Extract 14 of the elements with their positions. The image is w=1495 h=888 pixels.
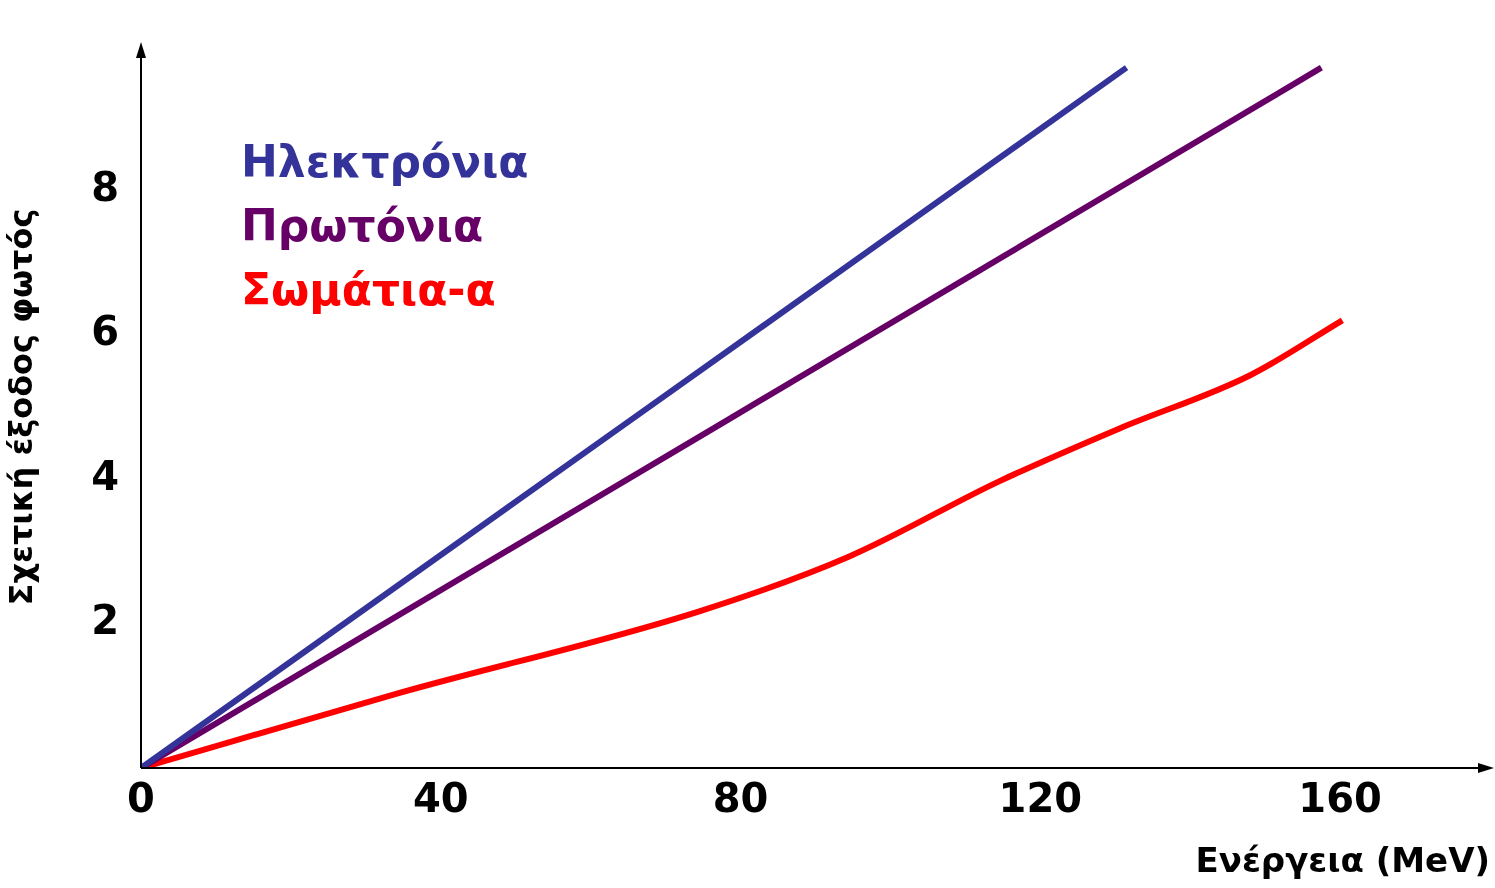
- y-tick-label: 4: [91, 452, 119, 499]
- y-tick-label: 6: [91, 308, 119, 355]
- y-axis-title: Σχετική έξοδος φωτός: [1, 208, 40, 606]
- x-tick-label: 40: [412, 775, 469, 822]
- text: Ηλεκτρόνια: [241, 136, 529, 188]
- x-tick-label: 120: [998, 775, 1083, 822]
- y-tick-label: 8: [91, 163, 119, 210]
- text: Πρωτόνια: [241, 200, 484, 252]
- x-tick-label: 80: [712, 775, 769, 822]
- x-axis-title: Ενέργεια (MeV): [1195, 840, 1490, 881]
- y-tick-label: 2: [91, 596, 119, 643]
- x-tick-label: 160: [1298, 775, 1382, 822]
- x-tick-label: 0: [127, 775, 155, 822]
- text: Σωμάτια-α: [241, 264, 496, 316]
